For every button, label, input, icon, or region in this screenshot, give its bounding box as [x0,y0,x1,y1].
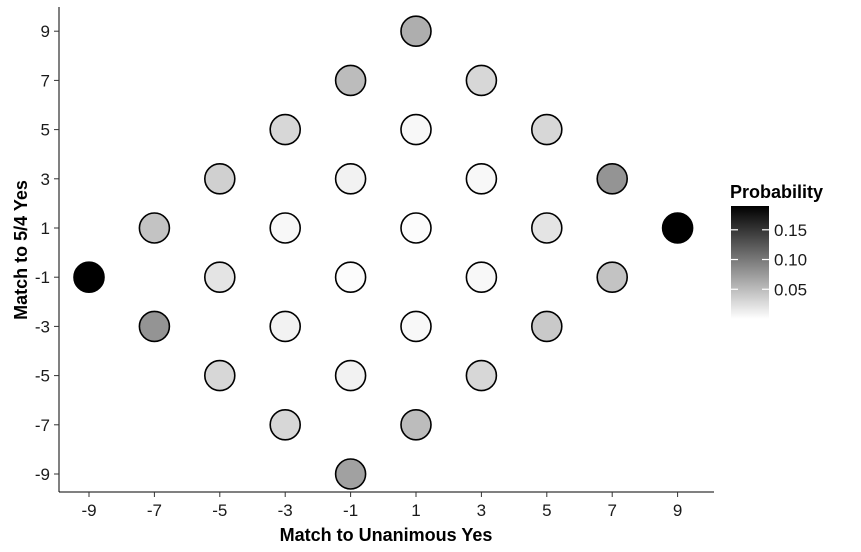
y-tick-label: 9 [41,22,50,41]
data-point [400,408,432,441]
legend-ticks: 0.05 0.10 0.15 [731,221,807,299]
data-point [465,64,498,97]
data-point [269,212,302,244]
legend-colorbar [731,206,769,319]
legend-title: Probability [730,182,823,202]
data-point [204,359,236,392]
x-tick-label: 7 [607,501,616,520]
data-point [269,113,302,146]
data-point [73,261,105,294]
legend-tick-label: 0.05 [774,280,807,299]
data-point [269,408,302,441]
data-point [138,310,171,343]
data-point [334,458,367,490]
data-point [465,261,498,294]
x-tick-label: 9 [673,501,682,520]
data-point [400,212,432,244]
x-axis-title: Match to Unanimous Yes [280,525,493,545]
y-tick-label: -7 [35,416,50,435]
y-tick-label: -9 [35,465,50,484]
data-point [596,261,629,294]
points-layer [73,15,694,490]
data-point [334,261,367,294]
data-point [138,212,171,244]
data-point [465,163,498,195]
data-point [334,64,367,97]
y-tick-label: 3 [41,170,50,189]
data-point [400,310,432,343]
data-point [661,212,694,244]
y-tick-label: 7 [41,71,50,90]
x-tick-label: 1 [411,501,420,520]
x-tick-label: -9 [81,501,96,520]
x-tick-label: -5 [212,501,227,520]
legend-tick-label: 0.15 [774,221,807,240]
data-point [530,310,563,343]
data-point [204,163,236,195]
x-tick-label: 5 [542,501,551,520]
x-ticks: -9 -7 -5 -3 -1 1 3 5 7 9 [81,492,682,520]
data-point [530,113,563,146]
data-point [269,310,302,343]
x-tick-label: -3 [278,501,293,520]
data-point [334,359,367,392]
y-tick-label: -3 [35,317,50,336]
x-tick-label: 3 [477,501,486,520]
legend: Probability 0.05 0.10 0.15 [730,182,823,319]
data-point [596,163,629,195]
y-ticks: -9 -7 -5 -3 -1 1 3 5 7 9 [35,22,59,484]
data-point [530,212,563,244]
x-tick-label: -1 [343,501,358,520]
data-point [400,15,432,48]
y-tick-label: 1 [41,219,50,238]
data-point [400,113,432,146]
y-axis-title: Match to 5/4 Yes [11,180,31,320]
x-tick-label: -7 [147,501,162,520]
y-tick-label: -5 [35,367,50,386]
y-tick-label: -1 [35,268,50,287]
data-point [334,163,367,195]
data-point [204,261,236,294]
legend-tick-label: 0.10 [774,251,807,270]
y-tick-label: 5 [41,121,50,140]
data-point [465,359,498,392]
